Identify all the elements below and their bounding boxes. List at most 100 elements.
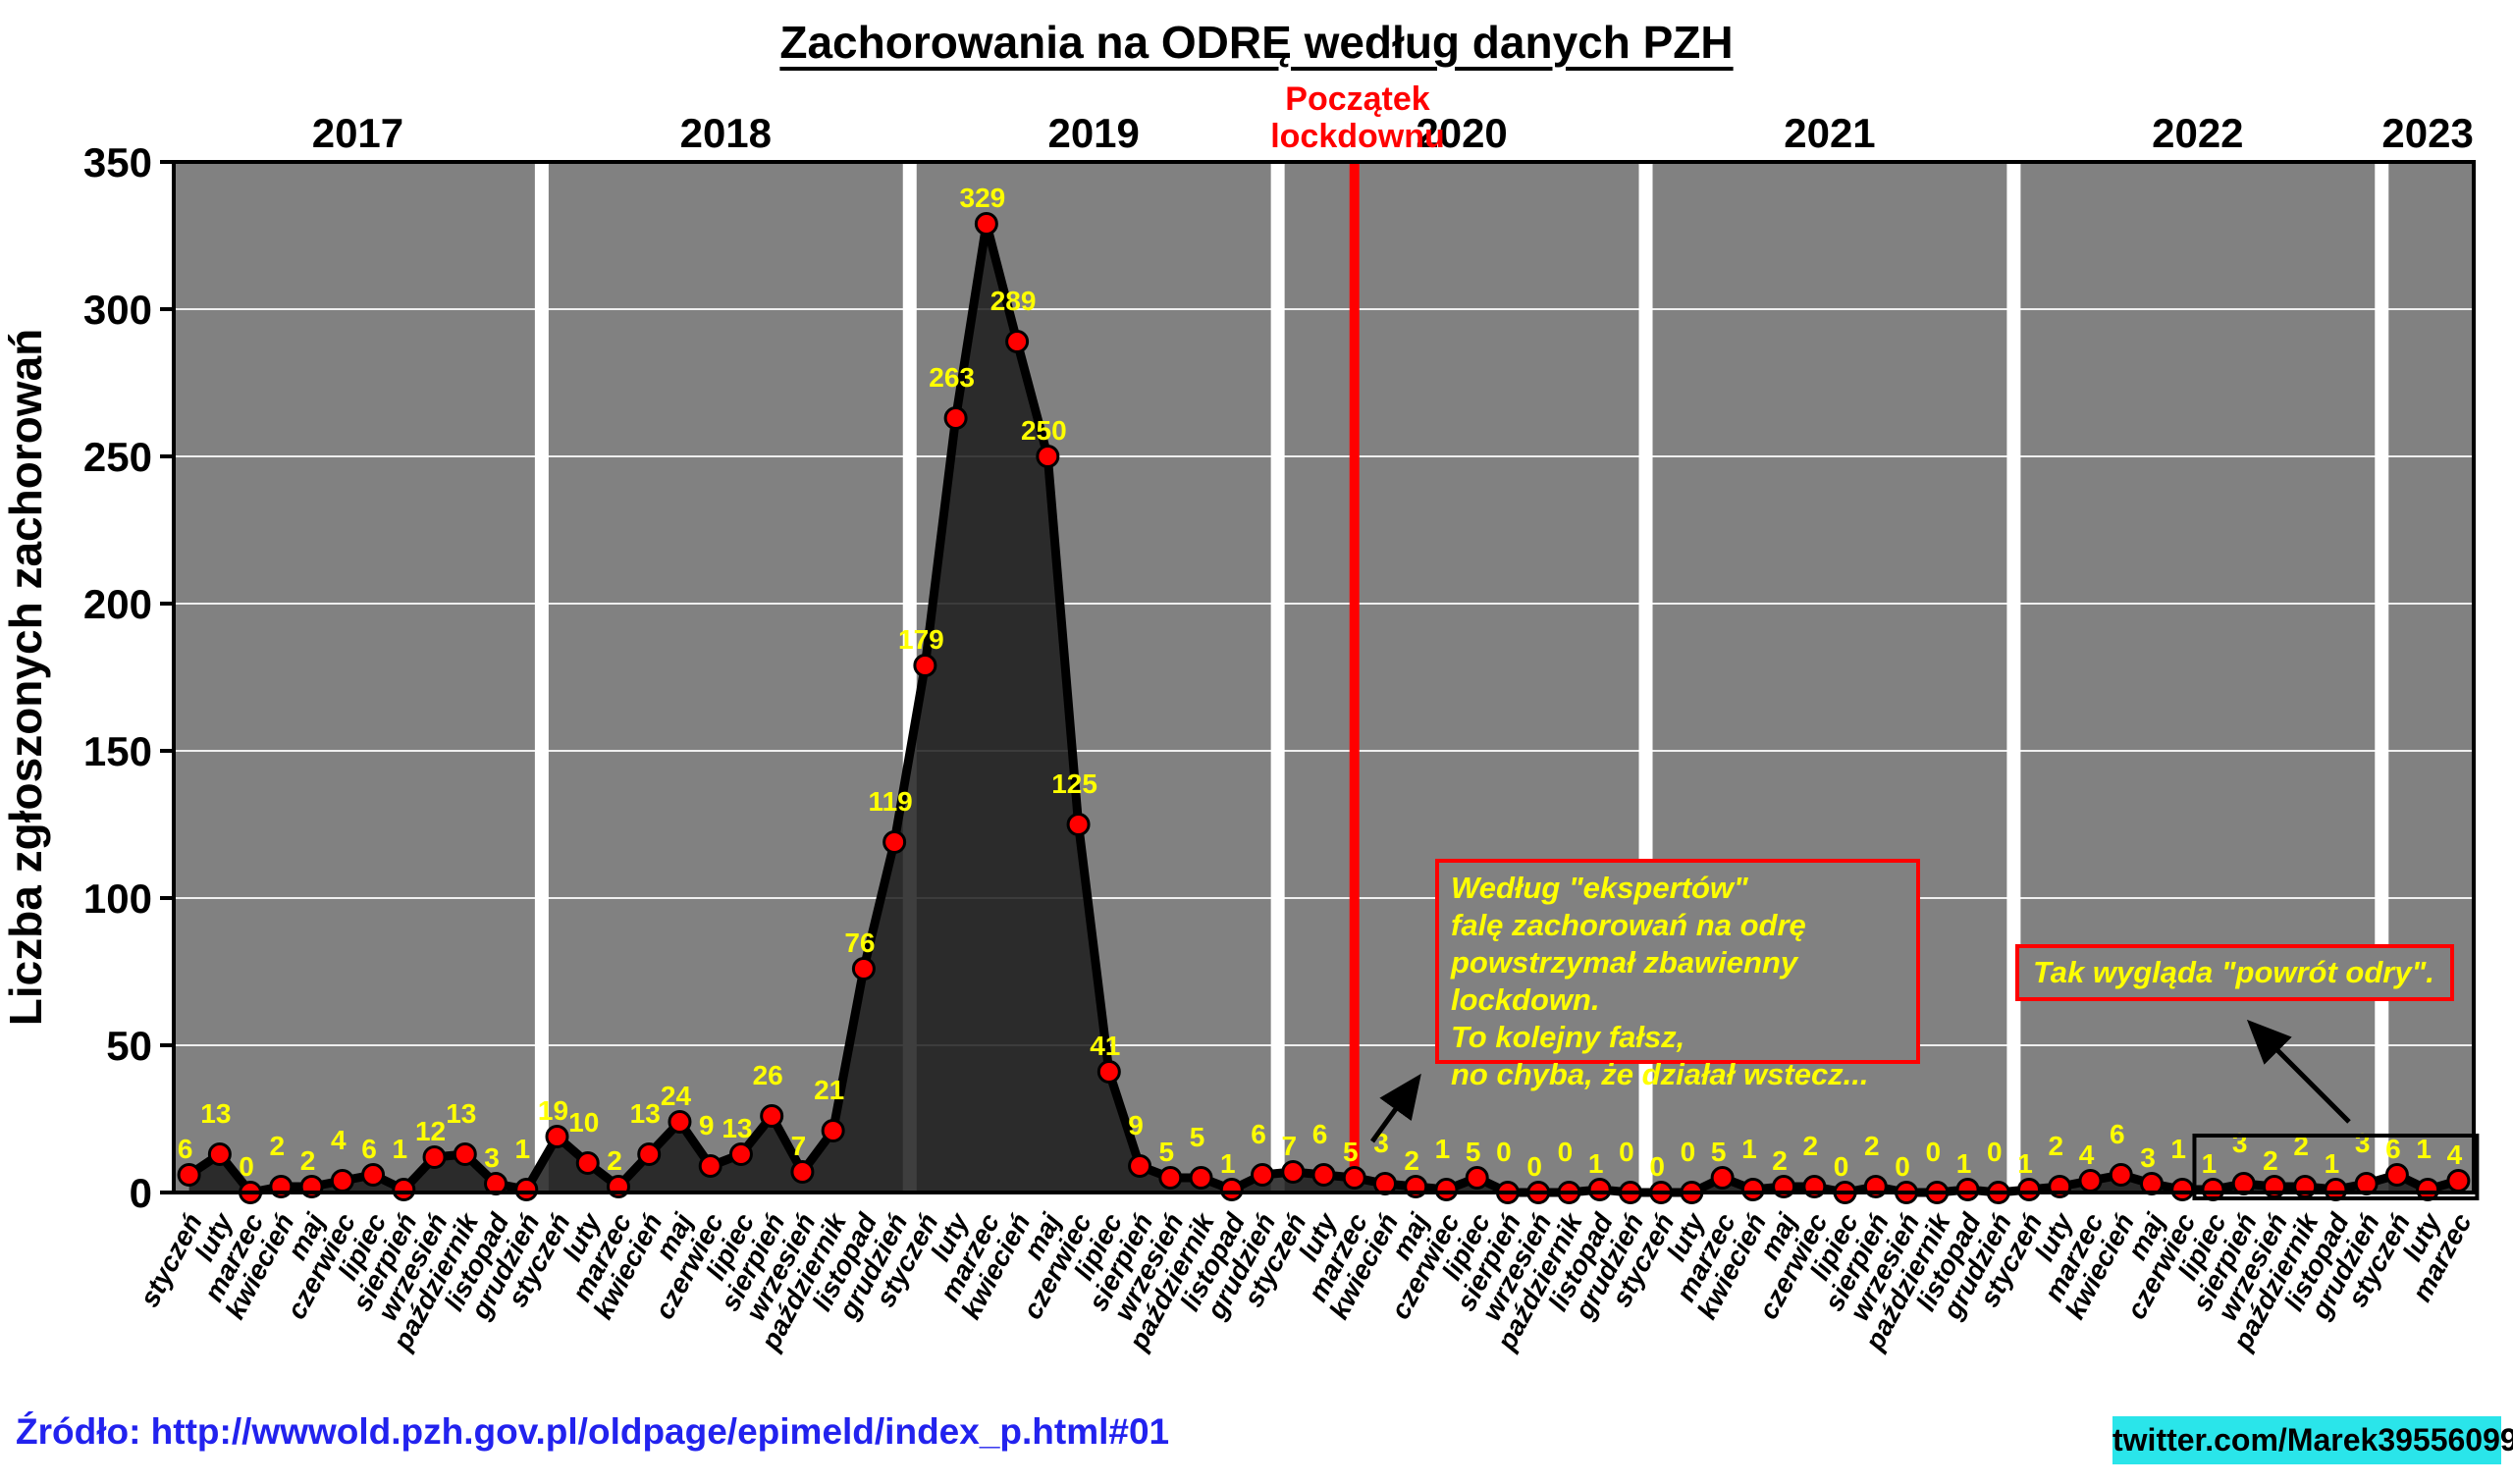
twitter-badge: twitter.com/Marek39556099: [2112, 1416, 2513, 1464]
data-point: [1587, 1178, 1612, 1201]
data-point: [974, 212, 998, 236]
data-value-label: 1: [2202, 1148, 2218, 1179]
data-value-label: 119: [869, 786, 913, 817]
arrow-to-experts-box: [1369, 1073, 1421, 1143]
data-value-label: 7: [791, 1131, 807, 1161]
year-separator-band: [534, 162, 549, 1192]
data-value-label: 1: [393, 1134, 408, 1164]
page-title: Zachorowania na ODRĘ według danych PZH: [779, 17, 1734, 68]
data-point: [913, 654, 937, 677]
data-value-label: 0: [1526, 1151, 1542, 1182]
data-value-label: 13: [446, 1098, 476, 1129]
data-point: [637, 1142, 662, 1166]
data-point: [2109, 1163, 2133, 1187]
data-value-label: 9: [1128, 1110, 1144, 1140]
data-value-label: 0: [1496, 1137, 1512, 1167]
plot-background: [174, 162, 2474, 1192]
data-point: [1128, 1154, 1152, 1178]
data-value-label: 0: [1926, 1137, 1942, 1167]
data-point: [1434, 1178, 1459, 1201]
data-value-label: 41: [1090, 1031, 1120, 1061]
data-point: [1740, 1178, 1765, 1201]
data-value-label: 9: [699, 1110, 715, 1140]
data-point: [545, 1125, 569, 1148]
data-value-label: 5: [1466, 1137, 1481, 1167]
data-value-label: 1: [514, 1134, 530, 1164]
data-point: [1066, 813, 1091, 836]
data-value-label: 4: [2447, 1140, 2463, 1170]
year-label: 2021: [1784, 110, 1875, 156]
data-value-label: 7: [1281, 1131, 1297, 1161]
data-value-label: 3: [484, 1142, 500, 1173]
data-point: [668, 1110, 692, 1134]
data-value-label: 24: [661, 1081, 692, 1111]
data-value-label: 5: [1343, 1137, 1359, 1167]
data-point: [1189, 1166, 1213, 1190]
data-point: [1219, 1178, 1244, 1201]
data-point: [1465, 1166, 1489, 1190]
data-point: [177, 1163, 201, 1187]
experts-annotation-box: Według "ekspertów" falę zachorowań na od…: [1435, 859, 1920, 1091]
lockdown-annotation-line2: lockdownu: [1270, 118, 1445, 155]
data-value-label: 13: [630, 1098, 661, 1129]
data-point: [2384, 1163, 2409, 1187]
return-annotation-box: Tak wygląda "powrót odry".: [2015, 944, 2454, 1001]
return-annotation-text: Tak wygląda "powrót odry".: [2033, 955, 2434, 989]
data-value-label: 3: [2355, 1128, 2371, 1158]
data-value-label: 329: [960, 183, 1006, 213]
experts-annotation-line: falę zachorowań na odrę: [1451, 908, 1806, 942]
data-point: [514, 1178, 539, 1201]
experts-annotation-line: no chyba, że działał wstecz...: [1451, 1057, 1869, 1091]
data-point: [790, 1160, 815, 1184]
year-label: 2023: [2381, 110, 2473, 156]
data-value-label: 0: [1649, 1151, 1665, 1182]
year-label: 2020: [1416, 110, 1507, 156]
data-value-label: 4: [2079, 1140, 2095, 1170]
data-point: [1096, 1060, 1121, 1084]
y-tick-label: 250: [83, 434, 152, 480]
data-value-label: 1: [1220, 1148, 1236, 1179]
data-point: [392, 1178, 416, 1201]
data-value-label: 0: [1987, 1137, 2003, 1167]
data-point: [207, 1142, 232, 1166]
data-point: [1281, 1160, 1306, 1184]
data-value-label: 2: [2263, 1145, 2278, 1176]
data-value-label: 1: [1956, 1148, 1972, 1179]
year-label: 2022: [2152, 110, 2243, 156]
data-value-label: 1: [2017, 1148, 2033, 1179]
data-point: [330, 1169, 354, 1192]
data-value-label: 2: [1772, 1145, 1788, 1176]
data-value-label: 1: [2416, 1134, 2432, 1164]
data-point: [1955, 1178, 1980, 1201]
month-tick-label: styczeń: [134, 1208, 208, 1311]
y-tick-label: 350: [83, 139, 152, 186]
data-point: [361, 1163, 386, 1187]
y-tick-label: 300: [83, 287, 152, 333]
data-value-label: 2: [1803, 1131, 1819, 1161]
data-value-label: 12: [415, 1116, 446, 1146]
experts-annotation-line: Według "ekspertów": [1451, 871, 1748, 905]
data-point: [422, 1145, 447, 1169]
data-point: [1251, 1163, 1275, 1187]
y-tick-label: 200: [83, 581, 152, 627]
data-value-label: 250: [1021, 415, 1067, 446]
data-value-label: 0: [1895, 1151, 1910, 1182]
data-point: [2017, 1178, 2042, 1201]
data-value-label: 6: [178, 1134, 193, 1164]
experts-annotation-line: To kolejny fałsz,: [1451, 1020, 1685, 1054]
year-label: 2019: [1047, 110, 1139, 156]
y-tick-label: 50: [106, 1023, 152, 1069]
recent-data-highlight-box: [2192, 1134, 2480, 1200]
data-value-label: 289: [990, 286, 1037, 316]
data-value-label: 125: [1051, 768, 1097, 799]
data-point: [2170, 1178, 2195, 1201]
year-label: 2017: [312, 110, 403, 156]
data-point: [851, 957, 876, 980]
data-value-label: 2: [1864, 1131, 1880, 1161]
arrow-to-return-box: [2246, 1019, 2351, 1124]
lockdown-annotation-label: Początek lockdownu: [1210, 80, 1505, 155]
data-value-label: 3: [2232, 1128, 2248, 1158]
data-value-label: 4: [331, 1125, 347, 1155]
